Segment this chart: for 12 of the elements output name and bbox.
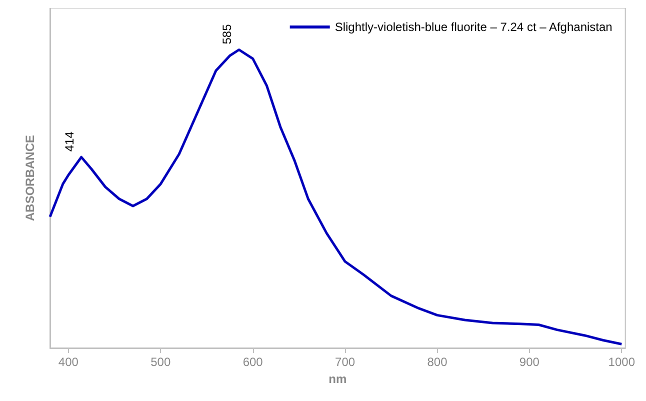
x-tick-label: 900 bbox=[519, 355, 540, 369]
x-tick-label: 400 bbox=[58, 355, 79, 369]
legend-label: Slightly-violetish-blue fluorite – 7.24 ct – Afghanistan bbox=[334, 20, 612, 34]
x-axis-title: nm bbox=[328, 372, 347, 386]
annotation: 414 bbox=[62, 131, 76, 152]
x-tick-label: 700 bbox=[335, 355, 356, 369]
x-tick-label: 1000 bbox=[608, 355, 636, 369]
x-tick-label: 800 bbox=[427, 355, 448, 369]
y-axis-title: ABSORBANCE bbox=[23, 134, 37, 222]
annotation: 585 bbox=[220, 24, 234, 44]
x-tick-label: 500 bbox=[150, 355, 171, 369]
x-tick-label: 600 bbox=[242, 355, 264, 369]
